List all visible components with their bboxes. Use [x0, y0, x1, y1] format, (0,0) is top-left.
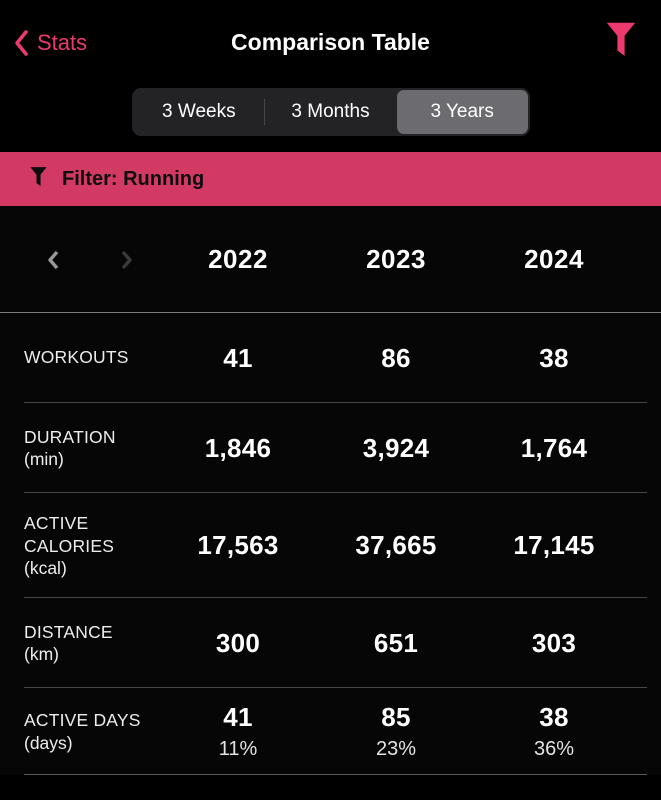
row-unit: (days) [24, 732, 73, 753]
row-unit: (kcal) [24, 558, 67, 579]
table-header-row: 2022 2023 2024 [0, 206, 661, 313]
back-label: Stats [37, 29, 88, 55]
row-label: ACTIVE DAYS [24, 710, 141, 731]
chevron-left-icon [12, 28, 30, 58]
row-unit: (km) [24, 644, 59, 665]
segment-divider [264, 99, 266, 125]
segment-3-years[interactable]: 3 Years [396, 90, 528, 134]
funnel-icon-dark [28, 165, 49, 194]
segment-3-months[interactable]: 3 Months [291, 101, 370, 122]
funnel-icon [603, 18, 639, 67]
table-row-distance: DISTANCE (km) 300 651 303 [0, 598, 661, 688]
table-row-active-calories: ACTIVE CALORIES (kcal) 17,563 37,665 17,… [0, 493, 661, 598]
filter-banner-label: Filter: Running [62, 167, 205, 190]
cell-value: 1,846 [204, 432, 272, 463]
table-row-workouts: WORKOUTS 41 86 38 [0, 313, 661, 403]
cell-value: 17,563 [197, 530, 279, 560]
cell-value: 651 [373, 627, 419, 658]
column-header-2022: 2022 [208, 244, 268, 274]
row-label: ACTIVE CALORIES [24, 512, 115, 556]
prev-years-button[interactable] [40, 246, 68, 274]
cell-value: 38 [539, 702, 569, 732]
cell-value: 85 [381, 702, 411, 732]
cell-value: 38 [539, 342, 569, 373]
cell-percentage: 11% [218, 738, 258, 760]
back-button[interactable]: Stats [0, 28, 87, 58]
segmented-control-container: 3 Weeks 3 Months 3 Years [0, 85, 661, 152]
table-row-active-days: ACTIVE DAYS (days) 41 11% 85 23% 38 36% [0, 688, 661, 775]
row-label: DISTANCE [24, 621, 113, 642]
cell-value: 41 [223, 342, 253, 373]
cell-value: 300 [215, 627, 261, 658]
cell-value: 303 [531, 627, 577, 658]
filter-button[interactable] [603, 18, 661, 67]
next-years-button[interactable] [112, 246, 140, 274]
cell-percentage: 23% [375, 738, 417, 760]
cell-value: 1,764 [520, 432, 588, 463]
range-segmented-control: 3 Weeks 3 Months 3 Years [131, 88, 530, 136]
segment-3-weeks[interactable]: 3 Weeks [162, 101, 236, 122]
page-title: Comparison Table [231, 29, 430, 55]
row-unit: (min) [24, 449, 64, 470]
active-filter-banner[interactable]: Filter: Running [0, 152, 661, 206]
cell-percentage: 36% [533, 738, 575, 760]
cell-value: 86 [381, 342, 411, 373]
comparison-table: 2022 2023 2024 WORKOUTS 41 86 38 DURATIO… [0, 206, 661, 775]
column-header-2024: 2024 [524, 244, 584, 274]
column-header-2023: 2023 [366, 244, 426, 274]
table-row-duration: DURATION (min) 1,846 3,924 1,764 [0, 403, 661, 493]
row-label: DURATION [24, 426, 116, 447]
navigation-bar: Stats Comparison Table [0, 0, 661, 85]
row-label: WORKOUTS [24, 347, 129, 368]
year-pager [24, 246, 159, 274]
cell-value: 17,145 [513, 530, 595, 560]
cell-value: 3,924 [362, 432, 430, 463]
cell-value: 37,665 [355, 530, 437, 560]
cell-value: 41 [223, 702, 253, 732]
